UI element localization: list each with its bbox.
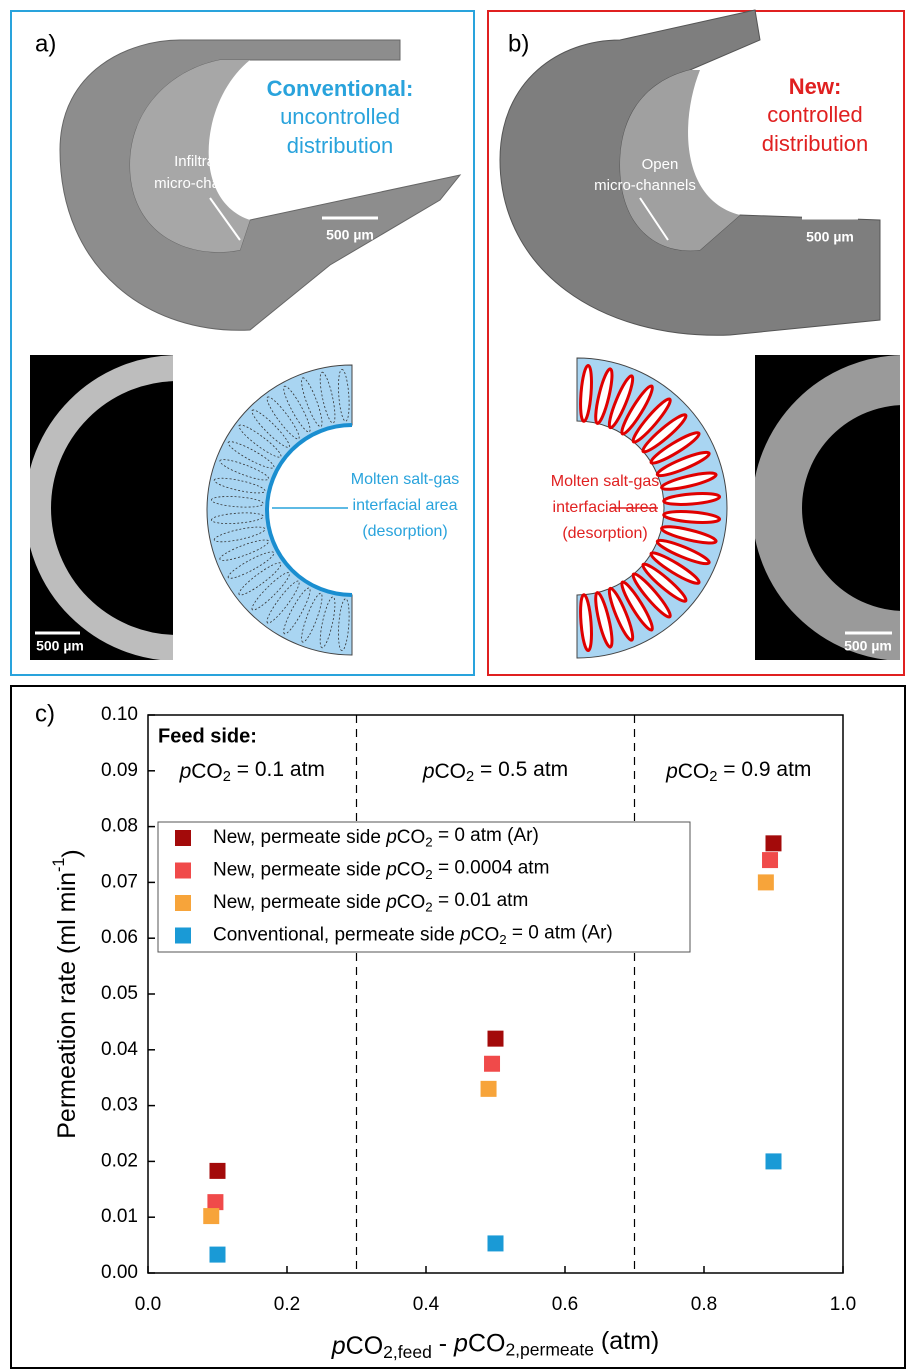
marker (488, 1031, 504, 1047)
marker (481, 1081, 497, 1097)
legend-label: Conventional, permeate side pCO2 = 0 atm… (213, 923, 613, 947)
panel-subtitle: distribution (287, 133, 393, 158)
diagram-note: interfacial area (353, 497, 458, 514)
y-tick-label: 0.02 (101, 1150, 138, 1171)
marker (210, 1163, 226, 1179)
tube-note: micro-channels (154, 175, 256, 192)
figure: a) Conventional: uncontrolled distributi… (0, 0, 906, 1369)
scale-bar-label: 500 µm (806, 229, 854, 245)
marker (207, 1194, 223, 1210)
legend-swatch (175, 895, 191, 911)
panel-subtitle: distribution (762, 131, 868, 156)
x-axis-label: pCO2,feed - pCO2,permeate (atm) (331, 1326, 660, 1361)
region-label: pCO2 = 0.1 atm (179, 757, 325, 785)
panel-label: a) (35, 30, 56, 57)
y-tick-label: 0.00 (101, 1262, 138, 1283)
y-tick-label: 0.03 (101, 1095, 138, 1116)
x-tick-label: 0.2 (274, 1294, 300, 1315)
scale-bar-label: 500 µm (36, 638, 84, 654)
diagram-note: Molten salt-gas (551, 473, 660, 490)
panel-title: Conventional: (267, 76, 414, 101)
diagram-note: Molten salt-gas (351, 471, 460, 488)
legend-swatch (175, 863, 191, 879)
diagram-note: interfacial area (553, 499, 658, 516)
region-label: pCO2 = 0.5 atm (422, 757, 568, 785)
chart: 0.00 0.01 0.02 0.03 0.04 0.05 0.06 0.07 0.08 0.09… (50, 704, 856, 1362)
panel-subtitle: controlled (767, 102, 862, 127)
y-tick-label: 0.05 (101, 983, 138, 1004)
y-tick-label: 0.10 (101, 704, 138, 725)
diagram-note: (desorption) (562, 525, 647, 542)
y-tick-label: 0.04 (101, 1039, 138, 1060)
marker (758, 874, 774, 890)
tube-note: Open (642, 156, 679, 173)
legend-swatch (175, 928, 191, 944)
region-label: pCO2 = 0.9 atm (665, 757, 811, 785)
marker (762, 852, 778, 868)
x-tick-label: 0.4 (413, 1294, 440, 1315)
y-tick-label: 0.07 (101, 871, 138, 892)
legend-swatch (175, 830, 191, 846)
marker (210, 1247, 226, 1263)
y-axis-label: Permeation rate (ml min-1) (50, 849, 85, 1139)
marker (766, 835, 782, 851)
marker (203, 1208, 219, 1224)
y-tick-label: 0.09 (101, 760, 138, 781)
panel-label: c) (35, 700, 55, 727)
diagram-ring (207, 365, 352, 655)
scale-bar-label: 500 µm (844, 638, 892, 654)
feed-side-label: Feed side: (158, 725, 257, 747)
x-tick-label: 0.8 (691, 1294, 717, 1315)
y-tick-label: 0.01 (101, 1206, 138, 1227)
marker (484, 1056, 500, 1072)
scale-bar-label: 500 µm (326, 227, 374, 243)
marker (766, 1153, 782, 1169)
legend-label: New, permeate side pCO2 = 0.0004 atm (213, 858, 549, 882)
x-tick-label: 0.6 (552, 1294, 578, 1315)
panel-title: New: (789, 74, 842, 99)
plot-frame (148, 715, 843, 1273)
tube-note: micro-channels (594, 177, 696, 194)
diagram-note: (desorption) (362, 523, 447, 540)
panel-label: b) (508, 30, 529, 57)
tube-note: Infiltrated (174, 153, 236, 170)
panel-subtitle: uncontrolled (280, 104, 400, 129)
x-tick-label: 1.0 (830, 1294, 856, 1315)
panel-c-frame (11, 686, 905, 1368)
legend-label: New, permeate side pCO2 = 0 atm (Ar) (213, 825, 539, 849)
marker (488, 1235, 504, 1251)
y-tick-label: 0.06 (101, 927, 138, 948)
x-tick-label: 0.0 (135, 1294, 161, 1315)
y-tick-label: 0.08 (101, 816, 138, 837)
legend-label: New, permeate side pCO2 = 0.01 atm (213, 890, 528, 914)
